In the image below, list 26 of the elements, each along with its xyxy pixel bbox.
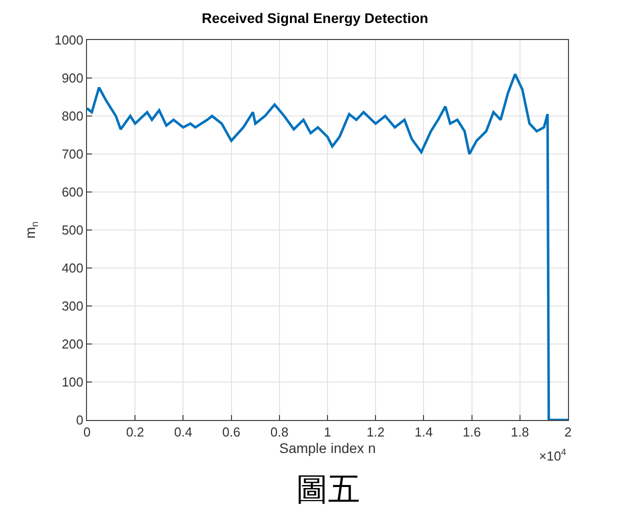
x-tick-label: 1.4 (414, 424, 433, 440)
x-tick-label: 0.6 (222, 424, 240, 440)
text: 圖五 (296, 470, 360, 508)
x-axis-title: Sample index n (279, 440, 376, 456)
text: ×10$^{4}$ (539, 447, 566, 464)
x-tick-label: 0.2 (126, 424, 144, 440)
x-tick-label: 1.2 (366, 424, 385, 440)
x-tick-label: 1.8 (510, 424, 529, 440)
y-tick-label: 800 (62, 108, 84, 124)
y-tick-label: 900 (62, 70, 84, 86)
x-tick-label: 0.8 (270, 424, 288, 440)
y-tick-label: 300 (62, 298, 84, 314)
x-tick-label: 1 (324, 424, 332, 440)
y-tick-label: 1000 (54, 32, 84, 48)
chart-title: Received Signal Energy Detection (202, 10, 428, 26)
y-tick-label: 600 (62, 184, 84, 200)
y-tick-label: 400 (62, 260, 84, 276)
x-tick-label: 2 (564, 424, 572, 440)
y-tick-label: 500 (62, 222, 84, 238)
line-series (87, 72, 568, 420)
y-tick-label: 200 (62, 336, 84, 352)
x-tick-label: 1.6 (462, 424, 481, 440)
y-tick-label: 100 (62, 374, 84, 390)
x-tick-label: 0.4 (174, 424, 192, 440)
y-tick-label: 700 (62, 146, 84, 162)
y-tick-label: 0 (76, 412, 84, 428)
